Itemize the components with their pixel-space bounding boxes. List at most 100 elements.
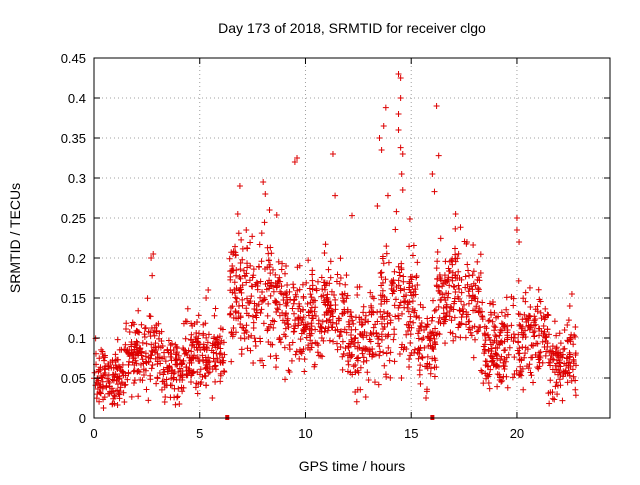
data-point bbox=[547, 377, 554, 384]
data-point bbox=[513, 227, 520, 233]
data-point bbox=[485, 331, 492, 338]
data-point bbox=[325, 309, 332, 316]
data-point bbox=[182, 318, 189, 325]
data-point bbox=[204, 361, 211, 368]
data-point bbox=[309, 267, 316, 274]
data-point bbox=[435, 152, 442, 159]
data-point bbox=[415, 330, 422, 337]
data-point bbox=[233, 272, 240, 279]
data-point bbox=[395, 315, 402, 322]
data-point bbox=[510, 295, 517, 302]
data-point bbox=[427, 365, 434, 372]
data-point bbox=[282, 311, 289, 318]
data-point bbox=[156, 370, 163, 377]
data-point bbox=[471, 295, 478, 302]
data-point bbox=[103, 384, 110, 391]
data-point bbox=[243, 310, 250, 317]
data-point bbox=[313, 285, 320, 292]
data-point bbox=[413, 314, 420, 321]
data-point bbox=[136, 329, 143, 336]
data-point bbox=[281, 319, 288, 326]
data-point bbox=[477, 251, 484, 258]
data-point bbox=[143, 340, 150, 347]
data-point bbox=[374, 318, 381, 325]
data-point bbox=[565, 317, 572, 324]
data-point bbox=[522, 298, 529, 305]
data-point bbox=[217, 378, 224, 385]
data-point bbox=[451, 298, 458, 305]
data-point bbox=[117, 384, 124, 391]
data-point bbox=[308, 323, 315, 330]
data-point bbox=[304, 321, 311, 328]
data-point bbox=[465, 300, 472, 307]
x-axis-label: GPS time / hours bbox=[299, 458, 406, 474]
data-point bbox=[393, 283, 400, 290]
data-point bbox=[458, 314, 465, 321]
data-point bbox=[232, 309, 239, 316]
data-point bbox=[282, 333, 289, 340]
data-point bbox=[513, 215, 520, 221]
data-point bbox=[322, 241, 329, 248]
data-point bbox=[250, 319, 257, 326]
data-point bbox=[381, 324, 388, 331]
data-point bbox=[526, 326, 533, 333]
data-point bbox=[267, 353, 274, 360]
data-point bbox=[304, 300, 311, 307]
data-point bbox=[355, 369, 362, 376]
data-point bbox=[365, 376, 372, 383]
data-point bbox=[328, 324, 335, 331]
data-point bbox=[273, 300, 280, 307]
data-point bbox=[200, 344, 207, 351]
data-point bbox=[356, 283, 363, 290]
data-point bbox=[503, 373, 510, 380]
data-point bbox=[307, 291, 314, 298]
data-point bbox=[569, 366, 576, 373]
data-point bbox=[388, 282, 395, 289]
data-point bbox=[475, 286, 482, 293]
data-point bbox=[200, 330, 207, 337]
data-point bbox=[172, 401, 179, 408]
data-point bbox=[385, 259, 392, 266]
data-point bbox=[383, 296, 390, 303]
data-point bbox=[234, 211, 241, 217]
data-point bbox=[481, 350, 488, 357]
data-point bbox=[559, 397, 566, 404]
data-point bbox=[258, 298, 265, 305]
data-point bbox=[194, 390, 201, 397]
data-point bbox=[337, 275, 344, 282]
data-point bbox=[262, 266, 269, 273]
data-point bbox=[245, 333, 252, 340]
data-point bbox=[378, 331, 385, 338]
data-point bbox=[484, 372, 491, 379]
data-point bbox=[265, 300, 272, 307]
data-point bbox=[237, 266, 244, 273]
data-point bbox=[308, 330, 315, 337]
data-point bbox=[407, 289, 414, 296]
data-point bbox=[126, 358, 133, 365]
data-point bbox=[397, 75, 404, 81]
data-point bbox=[188, 356, 195, 363]
data-point bbox=[326, 280, 333, 287]
data-point bbox=[567, 335, 574, 342]
data-point bbox=[368, 311, 375, 318]
data-point bbox=[353, 398, 360, 405]
data-point bbox=[349, 212, 355, 219]
data-point bbox=[542, 338, 549, 345]
data-point bbox=[530, 379, 537, 386]
data-point bbox=[339, 353, 346, 360]
data-point bbox=[198, 379, 205, 386]
x-tick-label: 5 bbox=[196, 426, 203, 441]
data-point bbox=[488, 311, 495, 318]
data-point bbox=[502, 346, 509, 353]
data-point bbox=[160, 366, 167, 373]
data-point bbox=[554, 391, 561, 398]
y-axis-label: SRMTID / TECUs bbox=[7, 183, 23, 293]
data-point bbox=[497, 357, 504, 364]
data-point bbox=[538, 315, 545, 322]
data-point bbox=[252, 338, 259, 345]
data-point bbox=[380, 308, 387, 315]
data-point bbox=[261, 219, 268, 226]
data-point bbox=[420, 335, 427, 342]
data-point bbox=[263, 286, 270, 293]
data-point bbox=[196, 371, 203, 378]
